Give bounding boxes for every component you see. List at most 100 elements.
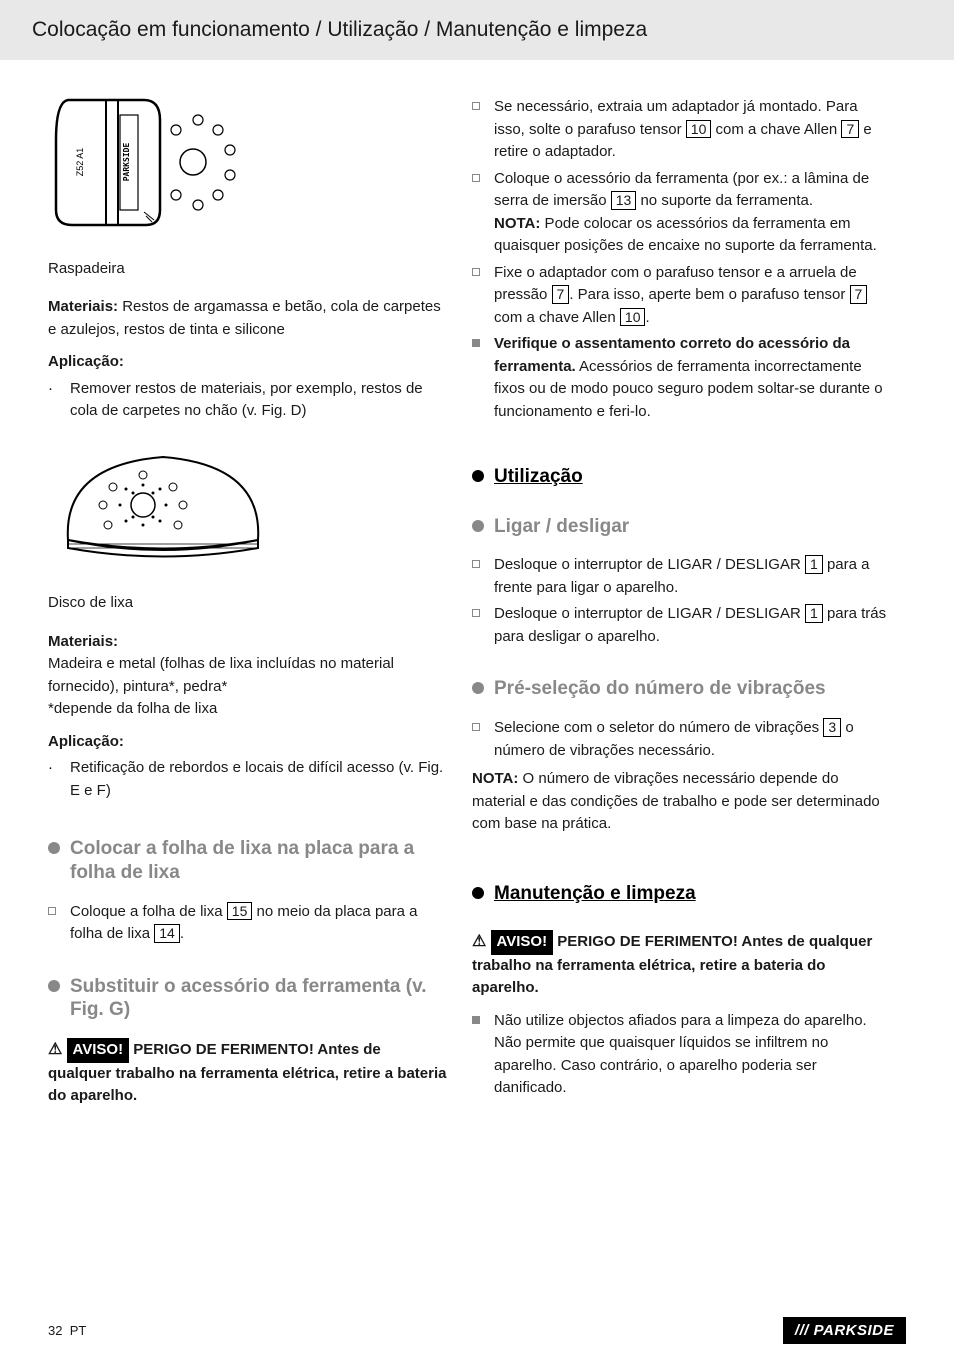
lang-code: PT bbox=[70, 1323, 87, 1338]
ref-13: 13 bbox=[611, 191, 637, 210]
left-column: PARKSIDE Z52 A1 Raspadeira bbox=[48, 90, 448, 1118]
ref-3: 3 bbox=[823, 718, 841, 737]
text-fragment: Desloque o interruptor de LIGAR / DESLIG… bbox=[494, 556, 805, 573]
bullet-icon bbox=[48, 980, 60, 992]
warning-icon: ⚠ bbox=[48, 1038, 62, 1062]
onoff-list: Desloque o interruptor de LIGAR / DESLIG… bbox=[472, 554, 892, 648]
scraper-application-item: Remover restos de materiais, por exemplo… bbox=[70, 378, 448, 423]
warning-left: ⚠ AVISO! PERIGO DE FERIMENTO! Antes de q… bbox=[48, 1038, 448, 1108]
warning-right: ⚠ AVISO! PERIGO DE FERIMENTO! Antes de q… bbox=[472, 930, 892, 1000]
sanding-materials-1: Madeira e metal (folhas de lixa incluída… bbox=[48, 653, 448, 698]
nota-label: NOTA: bbox=[494, 215, 540, 232]
text-fragment: Desloque o interruptor de LIGAR / DESLIG… bbox=[494, 605, 805, 622]
text-fragment: com a chave Allen bbox=[711, 121, 841, 138]
ref-15: 15 bbox=[227, 902, 253, 921]
sanding-materials-2: *depende da folha de lixa bbox=[48, 698, 448, 721]
list-marker-icon bbox=[472, 174, 480, 182]
scraper-caption: Raspadeira bbox=[48, 258, 448, 281]
mounting-list: Se necessário, extraia um adaptador já m… bbox=[472, 96, 892, 423]
bullet-icon bbox=[48, 842, 60, 854]
list-marker-icon bbox=[472, 609, 480, 617]
maintenance-item: Não utilize objectos afiados para a limp… bbox=[494, 1010, 892, 1100]
svg-text:Z52 A1: Z52 A1 bbox=[75, 148, 85, 177]
list-item: Selecione com o seletor do número de vib… bbox=[494, 717, 892, 762]
ref-1: 1 bbox=[805, 555, 823, 574]
application-label-1: Aplicação: bbox=[48, 351, 448, 374]
sanding-application-item: Retificação de rebordos e locais de difí… bbox=[70, 757, 448, 802]
ref-1: 1 bbox=[805, 604, 823, 623]
list-item: Coloque o acessório da ferramenta (por e… bbox=[494, 168, 892, 258]
section-utilizacao-title: Utilização bbox=[494, 463, 583, 492]
section-maintenance: Manutenção e limpeza bbox=[472, 880, 892, 915]
scraper-application-list: Remover restos de materiais, por exemplo… bbox=[48, 378, 448, 423]
preselect-note-text: O número de vibrações necessário depende… bbox=[472, 770, 880, 832]
list-marker-icon bbox=[472, 1016, 480, 1024]
nota-label-2: NOTA: bbox=[472, 770, 518, 787]
list-marker-icon bbox=[472, 339, 480, 347]
sanding-figure bbox=[48, 445, 448, 583]
text-fragment: Selecione com o seletor do número de vib… bbox=[494, 719, 823, 736]
nota-text: Pode colocar os acessórios da ferramenta… bbox=[494, 215, 877, 255]
list-marker-icon bbox=[472, 102, 480, 110]
brand-name: PARKSIDE bbox=[814, 1322, 894, 1339]
list-marker-icon bbox=[48, 907, 56, 915]
materials-label: Materiais: bbox=[48, 298, 118, 315]
section-onoff-title: Ligar / desligar bbox=[494, 515, 629, 539]
ref-14: 14 bbox=[154, 924, 180, 943]
svg-text:PARKSIDE: PARKSIDE bbox=[122, 143, 131, 182]
list-item: Verifique o assentamento correto do aces… bbox=[494, 333, 892, 423]
maintenance-list: Não utilize objectos afiados para a limp… bbox=[472, 1010, 892, 1100]
list-item: Se necessário, extraia um adaptador já m… bbox=[494, 96, 892, 164]
sanding-application-list: Retificação de rebordos e locais de difí… bbox=[48, 757, 448, 802]
text-fragment: Coloque a folha de lixa bbox=[70, 903, 227, 920]
text-fragment: no suporte da ferramenta. bbox=[636, 192, 813, 209]
section-replace-tool: Substituir o acessório da ferramenta (v.… bbox=[48, 974, 448, 1033]
insert-sheet-list: Coloque a folha de lixa 15 no meio da pl… bbox=[48, 901, 448, 946]
aviso-badge: AVISO! bbox=[67, 1038, 130, 1063]
text-fragment: . bbox=[645, 309, 649, 326]
ref-10: 10 bbox=[686, 120, 712, 139]
section-insert-sheet-title: Colocar a folha de lixa na placa para a … bbox=[70, 837, 448, 885]
application-label-2: Aplicação: bbox=[48, 731, 448, 754]
insert-sheet-item: Coloque a folha de lixa 15 no meio da pl… bbox=[70, 901, 448, 946]
text-fragment: . bbox=[180, 925, 184, 942]
materials-label-2: Materiais: bbox=[48, 631, 448, 654]
sanding-caption: Disco de lixa bbox=[48, 592, 448, 615]
bullet-icon bbox=[472, 470, 484, 482]
page-footer: 32 PT /// PARKSIDE bbox=[0, 1317, 954, 1344]
brand-logo: /// PARKSIDE bbox=[783, 1317, 906, 1344]
section-replace-tool-title: Substituir o acessório da ferramenta (v.… bbox=[70, 975, 448, 1023]
section-onoff: Ligar / desligar bbox=[472, 514, 892, 549]
content-area: PARKSIDE Z52 A1 Raspadeira bbox=[0, 60, 954, 1118]
ref-7: 7 bbox=[850, 285, 868, 304]
list-marker-icon bbox=[472, 560, 480, 568]
preselect-list: Selecione com o seletor do número de vib… bbox=[472, 717, 892, 762]
bullet-icon bbox=[472, 520, 484, 532]
list-item: Fixe o adaptador com o parafuso tensor e… bbox=[494, 262, 892, 330]
scraper-materials: Materiais: Restos de argamassa e betão, … bbox=[48, 296, 448, 341]
section-preselect: Pré-seleção do número de vibrações bbox=[472, 676, 892, 711]
scraper-figure: PARKSIDE Z52 A1 bbox=[48, 90, 448, 248]
section-insert-sheet: Colocar a folha de lixa na placa para a … bbox=[48, 836, 448, 895]
page-number: 32 PT bbox=[48, 1323, 86, 1338]
warning-icon: ⚠ bbox=[472, 930, 486, 954]
breadcrumb: Colocação em funcionamento / Utilização … bbox=[32, 18, 647, 42]
text-fragment: . Para isso, aperte bem o parafuso tenso… bbox=[569, 286, 849, 303]
list-marker-icon bbox=[472, 723, 480, 731]
section-preselect-title: Pré-seleção do número de vibrações bbox=[494, 677, 826, 701]
ref-7: 7 bbox=[841, 120, 859, 139]
ref-10: 10 bbox=[620, 308, 646, 327]
aviso-badge: AVISO! bbox=[491, 930, 554, 955]
page-header: Colocação em funcionamento / Utilização … bbox=[0, 0, 954, 60]
ref-7: 7 bbox=[552, 285, 570, 304]
right-column: Se necessário, extraia um adaptador já m… bbox=[472, 90, 892, 1118]
text-fragment: com a chave Allen bbox=[494, 309, 620, 326]
section-maintenance-title: Manutenção e limpeza bbox=[494, 880, 696, 909]
list-item: Desloque o interruptor de LIGAR / DESLIG… bbox=[494, 554, 892, 599]
bullet-icon bbox=[472, 682, 484, 694]
list-item: Desloque o interruptor de LIGAR / DESLIG… bbox=[494, 603, 892, 648]
preselect-note: NOTA: O número de vibrações necessário d… bbox=[472, 768, 892, 836]
brand-prefix: /// bbox=[795, 1322, 809, 1339]
section-utilizacao: Utilização bbox=[472, 463, 892, 498]
page-number-value: 32 bbox=[48, 1323, 62, 1338]
